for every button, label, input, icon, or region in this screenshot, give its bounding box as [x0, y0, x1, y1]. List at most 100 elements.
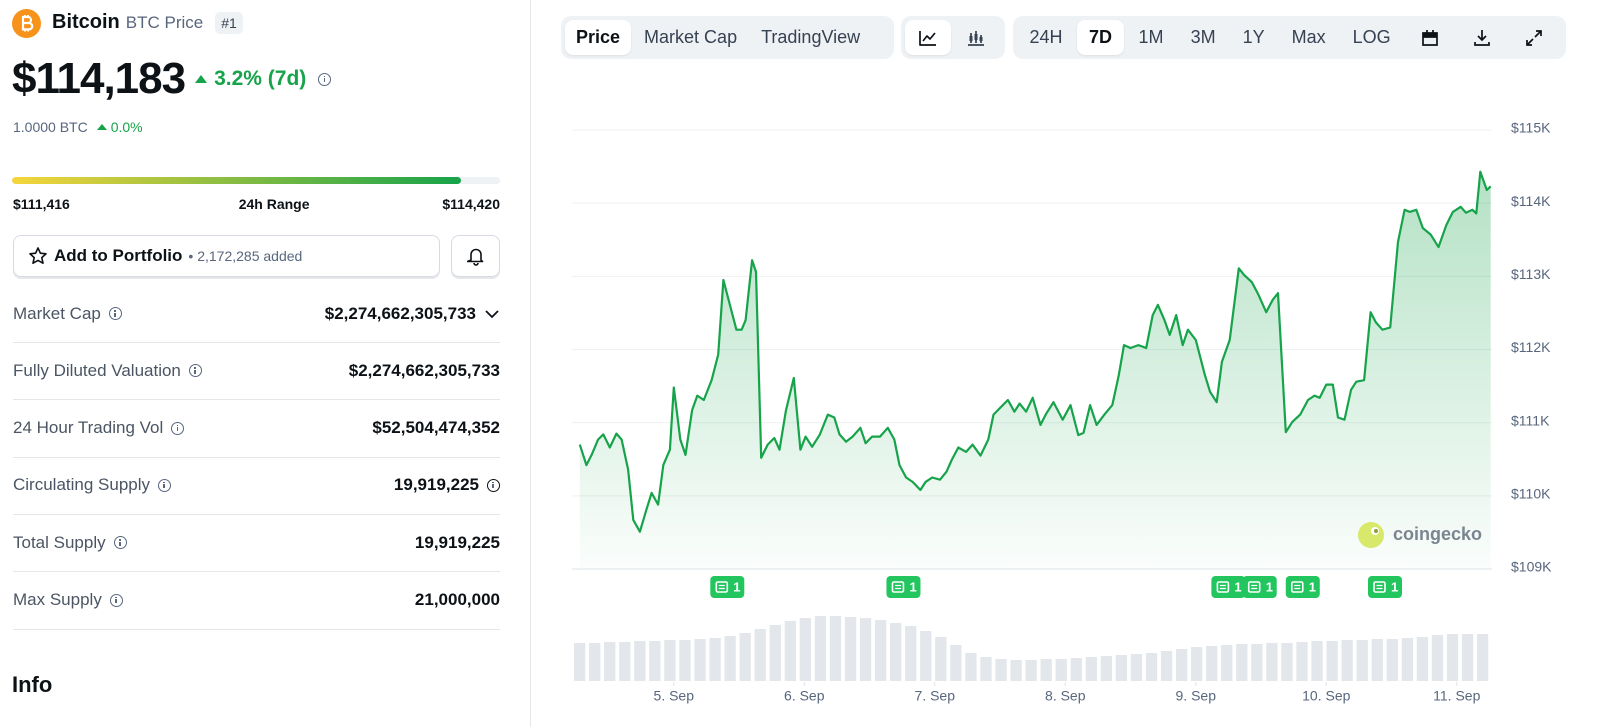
info-icon[interactable]	[113, 536, 127, 550]
range-tab[interactable]: 3M	[1190, 27, 1216, 47]
alert-button[interactable]	[451, 235, 500, 277]
y-tick-label: $111K	[1511, 412, 1550, 428]
info-icon[interactable]	[188, 364, 202, 378]
volume-bar	[754, 629, 766, 681]
volume-bar	[935, 637, 947, 681]
range-tab[interactable]: Max	[1291, 27, 1326, 47]
volume-bar	[1386, 639, 1398, 681]
view-tab[interactable]: Price	[565, 20, 632, 55]
volume-bar	[859, 618, 872, 681]
volume-bar	[1356, 640, 1368, 681]
stat-value: $2,274,662,305,733	[348, 360, 500, 380]
info-icon[interactable]	[487, 478, 500, 492]
news-marker[interactable]: 1	[1242, 576, 1277, 598]
range-tab[interactable]: 1M	[1138, 27, 1164, 47]
x-tick-label: 6. Sep	[784, 688, 825, 704]
news-marker[interactable]: 1	[1285, 576, 1320, 598]
x-tick-label: 11. Sep	[1433, 688, 1480, 704]
portfolio-label: Add to Portfolio	[54, 246, 183, 265]
info-icon[interactable]	[108, 307, 122, 320]
stat-value: $52,504,474,352	[372, 418, 500, 438]
stat-label-group: Market Cap	[13, 304, 122, 324]
range-tab[interactable]: LOG	[1352, 27, 1391, 47]
volume-bar	[1251, 644, 1263, 681]
volume-bar	[995, 659, 1007, 681]
volume-bar	[799, 618, 812, 681]
line-chart-button[interactable]	[905, 20, 951, 55]
info-icon[interactable]	[109, 593, 123, 607]
volume-bar	[724, 636, 736, 681]
news-count: 1	[909, 579, 916, 594]
volume-bar	[1311, 641, 1323, 681]
up-arrow	[96, 124, 107, 130]
candle-chart-button[interactable]	[953, 20, 999, 55]
add-portfolio-button[interactable]: Add to Portfolio • 2,172,285 added	[13, 235, 440, 277]
news-icon	[715, 581, 729, 593]
info-icon[interactable]	[171, 421, 185, 435]
range-label: 24h Range	[238, 196, 310, 212]
btc-change: 0.0%	[110, 119, 143, 135]
stat-row: Total Supply 19,919,225	[13, 514, 500, 573]
range-tab[interactable]: 24H	[1029, 27, 1063, 47]
stat-value-group: 21,000,000	[415, 590, 500, 610]
volume-bar	[1431, 635, 1444, 681]
btc-row: 1.0000 BTC 0.0%	[13, 119, 143, 135]
chevron	[485, 309, 499, 318]
calendar-button[interactable]	[1405, 20, 1455, 55]
candle-icon	[968, 30, 984, 46]
volume-bar	[619, 642, 631, 681]
range-fill	[12, 177, 462, 184]
stat-value-group: $2,274,662,305,733	[325, 304, 500, 324]
volume-bar	[1296, 642, 1308, 681]
news-marker[interactable]: 1	[886, 576, 921, 598]
icon	[1422, 29, 1438, 46]
volume-bar	[844, 617, 857, 681]
info-icon[interactable]	[318, 72, 332, 86]
volume-bar	[905, 626, 917, 681]
volume-bar	[1281, 643, 1293, 681]
volume-bar	[1401, 638, 1413, 681]
chart-style-tabs	[901, 16, 1005, 59]
volume-bar	[890, 623, 902, 681]
fullscreen-button[interactable]	[1509, 20, 1559, 55]
up-arrow	[195, 75, 208, 83]
news-marker[interactable]: 1	[710, 576, 745, 598]
view-tab[interactable]: Market Cap	[644, 27, 738, 47]
info-icon[interactable]	[158, 478, 172, 492]
volume-bar	[1175, 649, 1188, 681]
view-tab[interactable]: TradingView	[761, 27, 861, 47]
coin-rank: #1	[215, 12, 243, 34]
info-heading: Info	[12, 672, 53, 697]
volume-bar	[679, 640, 691, 681]
x-tick-label: 7. Sep	[915, 688, 956, 704]
stat-label: Max Supply	[13, 590, 102, 609]
news-marker[interactable]: 1	[1211, 576, 1246, 598]
volume-bar	[1341, 640, 1353, 681]
star-icon	[29, 247, 47, 264]
stat-label: 24 Hour Trading Vol	[13, 418, 164, 438]
icon-path	[1526, 29, 1542, 46]
volume-bar	[1070, 658, 1082, 681]
watermark-logo	[1358, 522, 1384, 548]
range-tab[interactable]: 1Y	[1242, 27, 1265, 47]
news-marker[interactable]: 1	[1367, 576, 1402, 598]
volume-bar	[604, 642, 616, 681]
stat-row: Fully Diluted Valuation $2,274,662,305,73…	[13, 342, 500, 401]
coin-panel: Bitcoin BTC Price #1 $114,183 3.2% (7d) …	[0, 0, 530, 727]
volume-bar	[1221, 645, 1233, 681]
volume-bar	[784, 621, 796, 681]
range-low: $111,416	[13, 196, 70, 212]
watermark-logo-pupil	[1374, 529, 1378, 533]
chevron-icon[interactable]	[484, 308, 500, 320]
btc-price: 1.0000 BTC	[13, 119, 88, 135]
price-row: $114,183 3.2% (7d)	[12, 54, 332, 104]
stat-label-group: Max Supply	[13, 590, 123, 610]
stat-row: Market Cap $2,274,662,305,733	[13, 285, 500, 343]
download-button[interactable]	[1457, 20, 1507, 55]
news-icon	[1373, 581, 1386, 593]
icon-path	[1474, 29, 1490, 46]
news-count: 1	[1391, 579, 1398, 594]
range-tab[interactable]: 7D	[1077, 20, 1125, 55]
volume-bar	[1160, 651, 1173, 681]
